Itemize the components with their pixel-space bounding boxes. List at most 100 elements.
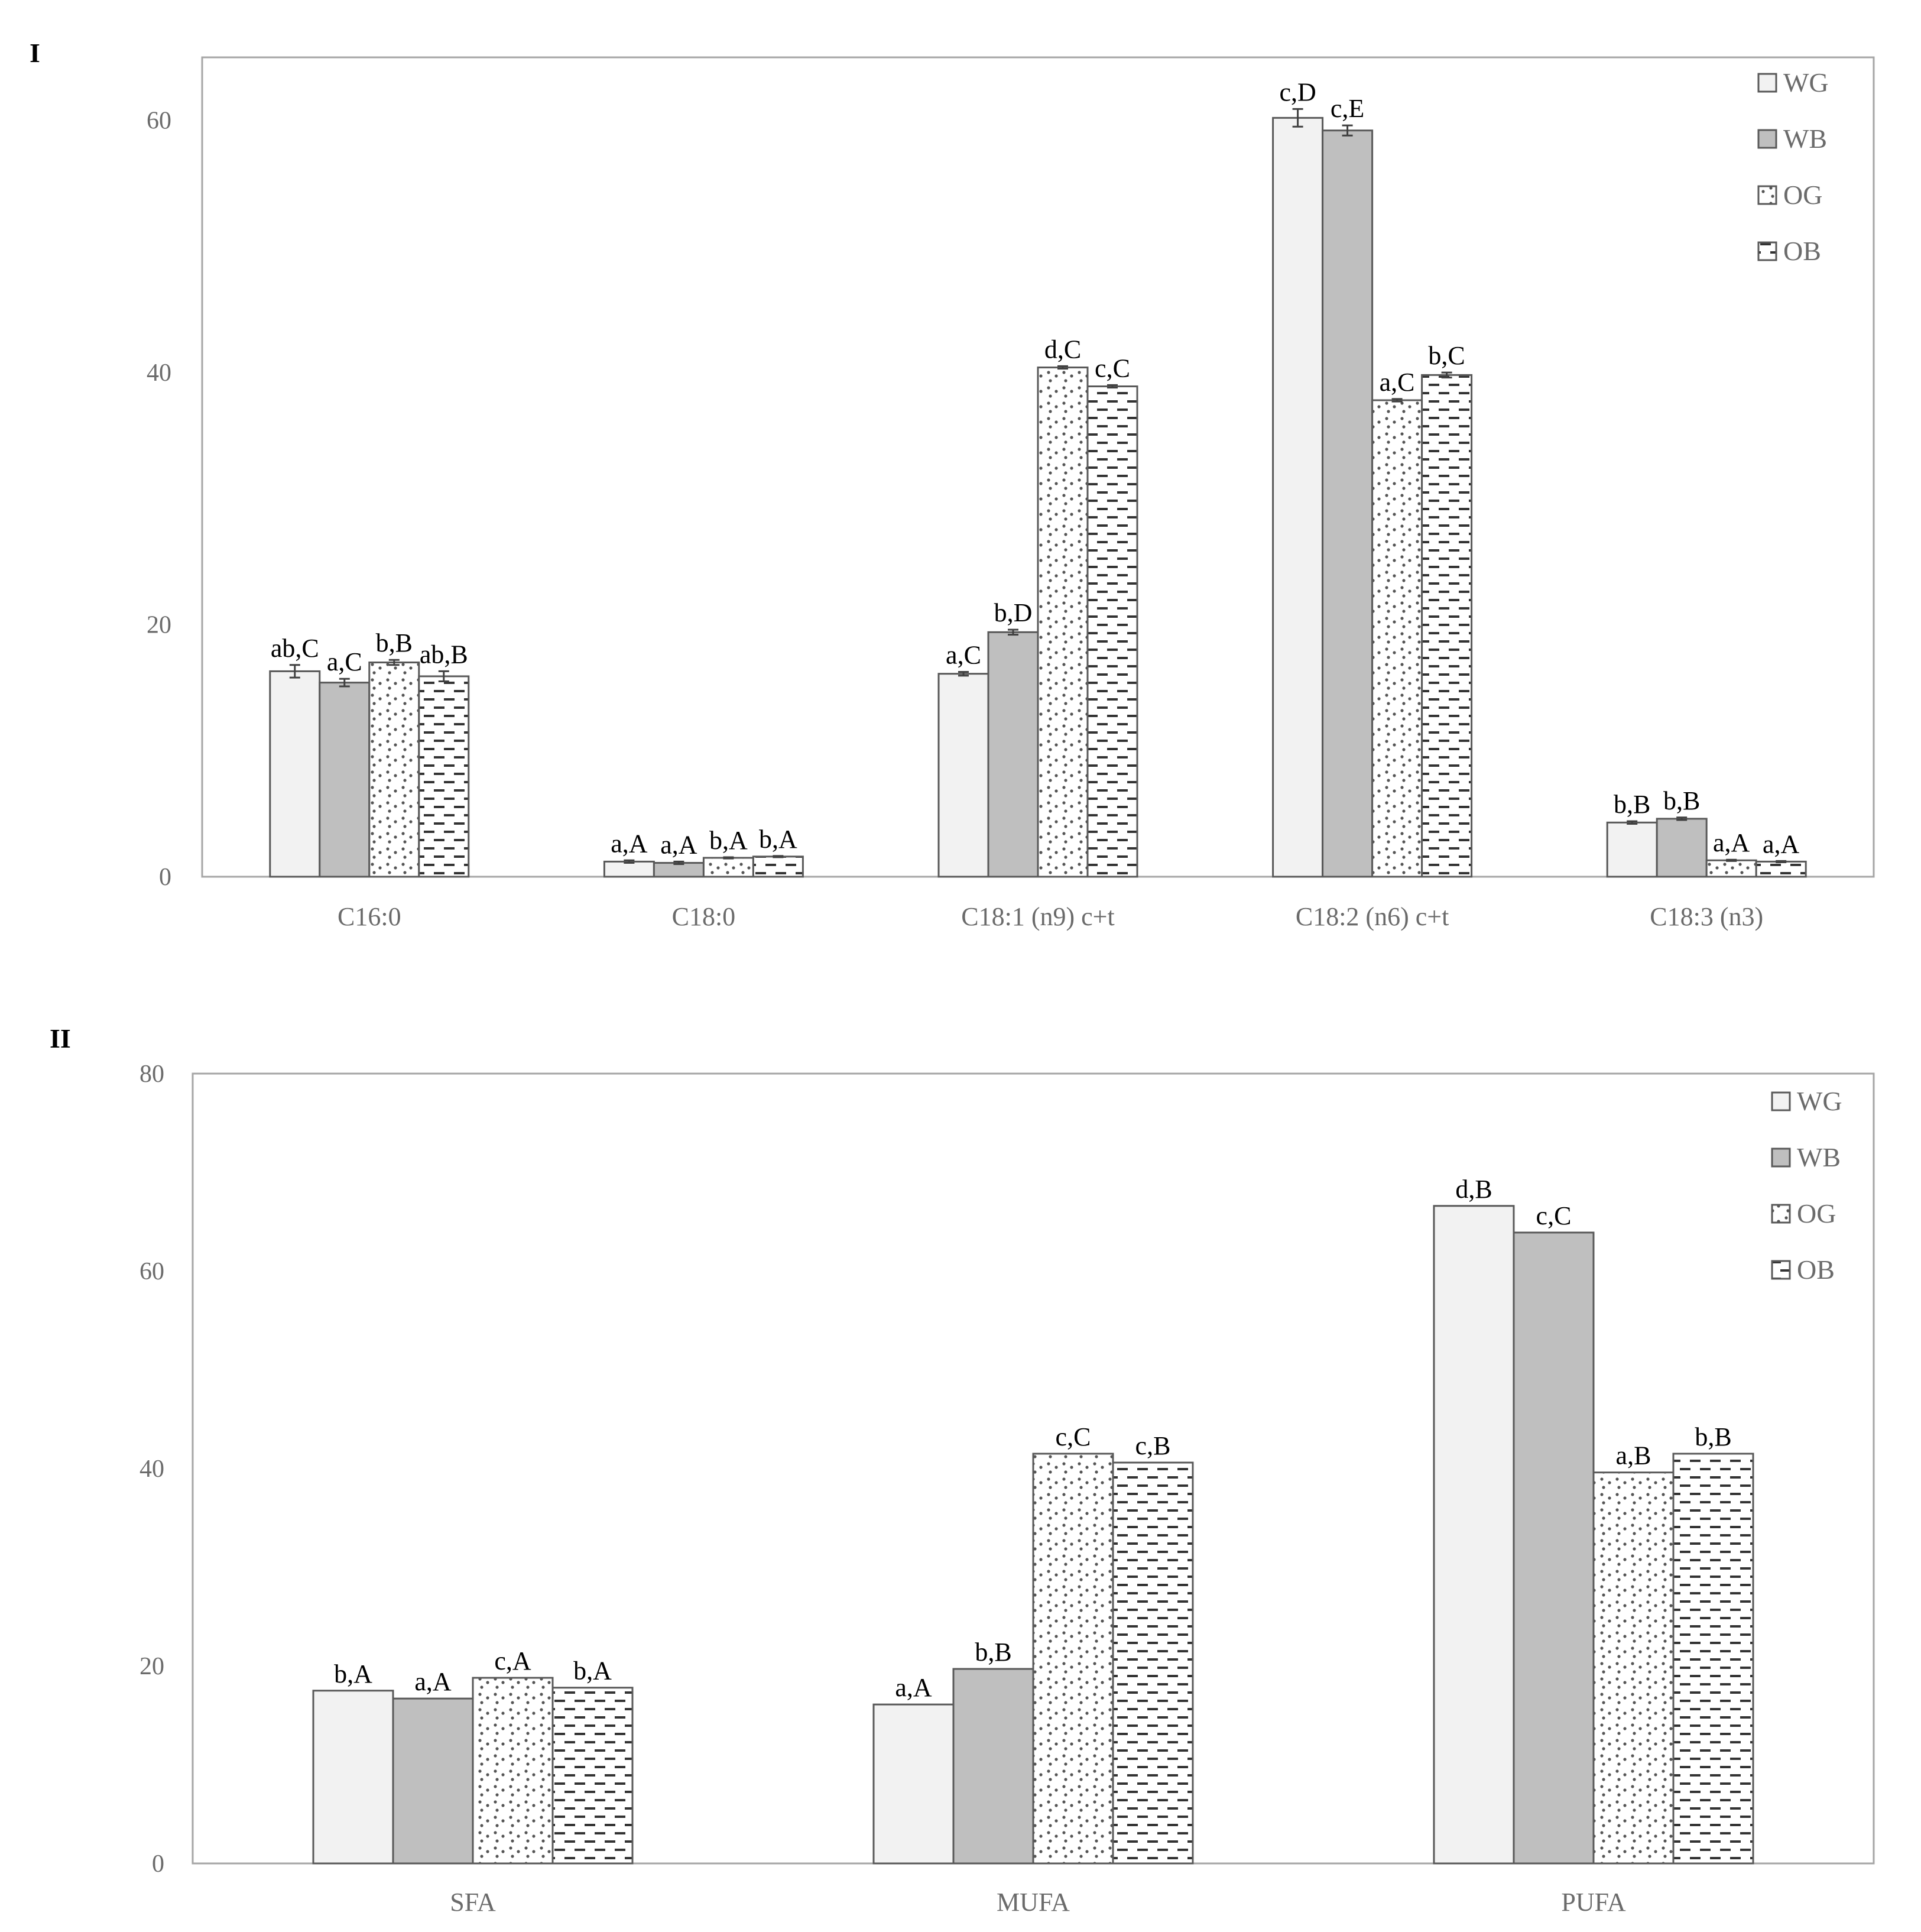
legend-swatch-ob [1757, 241, 1777, 261]
data-label-wb-mufa: b,B [975, 1638, 1011, 1667]
data-label-wb-c18-1-n9-c-t: b,D [994, 598, 1033, 627]
legend-swatch-og [1757, 185, 1777, 205]
y-tick-label: 60 [139, 1258, 164, 1285]
data-label-og-c18-2-n6-c-t: a,C [1380, 368, 1415, 397]
x-category-label-c18-3-n3: C18:3 (n3) [1650, 902, 1763, 931]
legend-label-wg: WG [1797, 1086, 1842, 1116]
legend-swatch-wb [1757, 129, 1777, 149]
legend-item-ob: OB [1771, 1254, 1835, 1285]
legend-item-wg: WG [1771, 1086, 1842, 1116]
data-label-ob-c18-2-n6-c-t: b,C [1428, 341, 1465, 370]
x-category-label-c18-0: C18:0 [672, 902, 736, 931]
data-label-og-mufa: c,C [1056, 1422, 1091, 1451]
y-tick-label: 40 [139, 1456, 164, 1483]
bar-ob-mufa [1112, 1461, 1194, 1865]
panel-II: II 0 20 40 60 80 SFA b,A a,A c,A b,A MUFA a,A b,B c,C… [50, 1023, 1875, 1917]
error-bar-ob-c18-2-n6-c-t [1441, 371, 1452, 379]
data-label-wg-pufa: d,B [1455, 1175, 1492, 1204]
bar-wb-sfa [392, 1697, 474, 1865]
legend-label-wg: WG [1783, 67, 1829, 98]
bar-ob-c18-1-n9-c-t [1086, 385, 1138, 878]
bar-wb-c18-1-n9-c-t [987, 631, 1039, 878]
bar-og-sfa [472, 1677, 554, 1865]
y-tick-label: 20 [139, 1653, 164, 1680]
bar-ob-c16-0 [418, 675, 470, 878]
data-label-wb-c18-3-n3: b,B [1663, 786, 1700, 815]
legend-item-wb: WB [1771, 1142, 1841, 1172]
legend-item-og: OG [1757, 180, 1822, 210]
legend-label-ob: OB [1797, 1254, 1835, 1285]
chart-II: 0 20 40 60 80 SFA b,A a,A c,A b,A MUFA a,A b,B c,C c,B… [139, 1061, 1875, 1917]
bar-ob-c18-0 [752, 855, 804, 878]
error-bar-ob-c16-0 [438, 670, 449, 682]
error-bar-wb-c18-3-n3 [1676, 816, 1688, 821]
data-label-wg-c18-1-n9-c-t: a,C [946, 641, 981, 670]
data-label-wg-c18-2-n6-c-t: c,D [1279, 77, 1316, 106]
error-bar-wb-c18-1-n9-c-t [1008, 628, 1018, 636]
legend-item-ob: OB [1757, 236, 1821, 266]
error-bar-ob-c18-0 [773, 855, 784, 858]
legend-swatch-wg [1757, 73, 1777, 93]
data-label-wb-c18-2-n6-c-t: c,E [1331, 94, 1364, 123]
bar-wg-c18-0 [603, 860, 655, 878]
bar-wg-c18-3-n3 [1606, 821, 1658, 878]
error-bar-og-c18-2-n6-c-t [1391, 398, 1403, 403]
bar-og-pufa [1592, 1471, 1675, 1865]
data-label-wg-sfa: b,A [334, 1659, 372, 1688]
legend-label-wb: WB [1783, 124, 1827, 154]
panel-title-I: I [30, 38, 40, 68]
x-category-label-c18-1-n9-c-t: C18:1 (n9) c+t [961, 902, 1114, 931]
y-tick-label: 0 [152, 1850, 164, 1878]
data-label-og-sfa: c,A [494, 1646, 531, 1675]
legend-swatch-og [1771, 1204, 1791, 1224]
legend-swatch-wg [1771, 1091, 1791, 1111]
legend-label-wb: WB [1797, 1142, 1841, 1172]
error-bar-wb-c16-0 [339, 678, 350, 688]
legend-swatch-wb [1771, 1147, 1791, 1168]
bar-og-c16-0 [368, 662, 420, 878]
data-label-wg-c18-3-n3: b,B [1614, 790, 1650, 819]
bar-wg-c16-0 [269, 670, 321, 878]
bar-wb-c18-3-n3 [1656, 818, 1708, 878]
bar-wg-c18-1-n9-c-t [937, 673, 989, 878]
error-bar-ob-c18-1-n9-c-t [1107, 384, 1118, 389]
data-label-ob-c18-0: b,A [759, 825, 797, 854]
data-label-wb-c18-0: a,A [660, 830, 697, 859]
bar-og-c18-2-n6-c-t [1371, 399, 1423, 878]
legend-item-wb: WB [1757, 124, 1827, 154]
data-label-ob-c18-1-n9-c-t: c,C [1095, 354, 1130, 382]
bar-ob-c18-3-n3 [1755, 860, 1807, 878]
data-label-ob-mufa: c,B [1135, 1431, 1171, 1460]
x-category-label-pufa: PUFA [1561, 1888, 1625, 1917]
x-category-label-mufa: MUFA [997, 1888, 1070, 1917]
bar-wb-pufa [1513, 1231, 1595, 1865]
error-bar-wg-c18-3-n3 [1627, 820, 1638, 825]
bar-ob-sfa [551, 1687, 634, 1865]
data-label-og-c18-3-n3: a,A [1713, 828, 1750, 857]
legend-item-wg: WG [1757, 67, 1829, 98]
error-bar-og-c18-0 [723, 856, 734, 860]
legend-item-og: OG [1771, 1198, 1836, 1228]
error-bar-og-c18-1-n9-c-t [1057, 365, 1068, 370]
y-tick-label: 20 [147, 612, 171, 639]
data-label-wb-sfa: a,A [414, 1667, 452, 1696]
y-tick-label: 0 [159, 864, 171, 891]
bar-wg-mufa [872, 1703, 955, 1865]
data-label-og-c18-1-n9-c-t: d,C [1044, 335, 1081, 364]
bar-ob-c18-2-n6-c-t [1421, 374, 1473, 878]
bar-wb-c18-2-n6-c-t [1322, 129, 1374, 878]
x-category-label-sfa: SFA [450, 1888, 496, 1917]
bar-og-mufa [1032, 1453, 1114, 1865]
error-bar-wg-c16-0 [289, 664, 300, 679]
data-label-wb-pufa: c,C [1536, 1201, 1572, 1230]
data-label-wg-mufa: a,A [895, 1673, 932, 1702]
bar-og-c18-1-n9-c-t [1037, 367, 1089, 878]
legend-label-ob: OB [1783, 236, 1821, 266]
y-tick-label: 60 [147, 108, 171, 135]
data-label-og-pufa: a,B [1616, 1441, 1651, 1470]
error-bar-ob-c18-3-n3 [1776, 860, 1787, 863]
bar-ob-pufa [1672, 1453, 1754, 1865]
error-bar-wb-c18-2-n6-c-t [1342, 124, 1353, 137]
legend-swatch-ob [1771, 1260, 1791, 1280]
